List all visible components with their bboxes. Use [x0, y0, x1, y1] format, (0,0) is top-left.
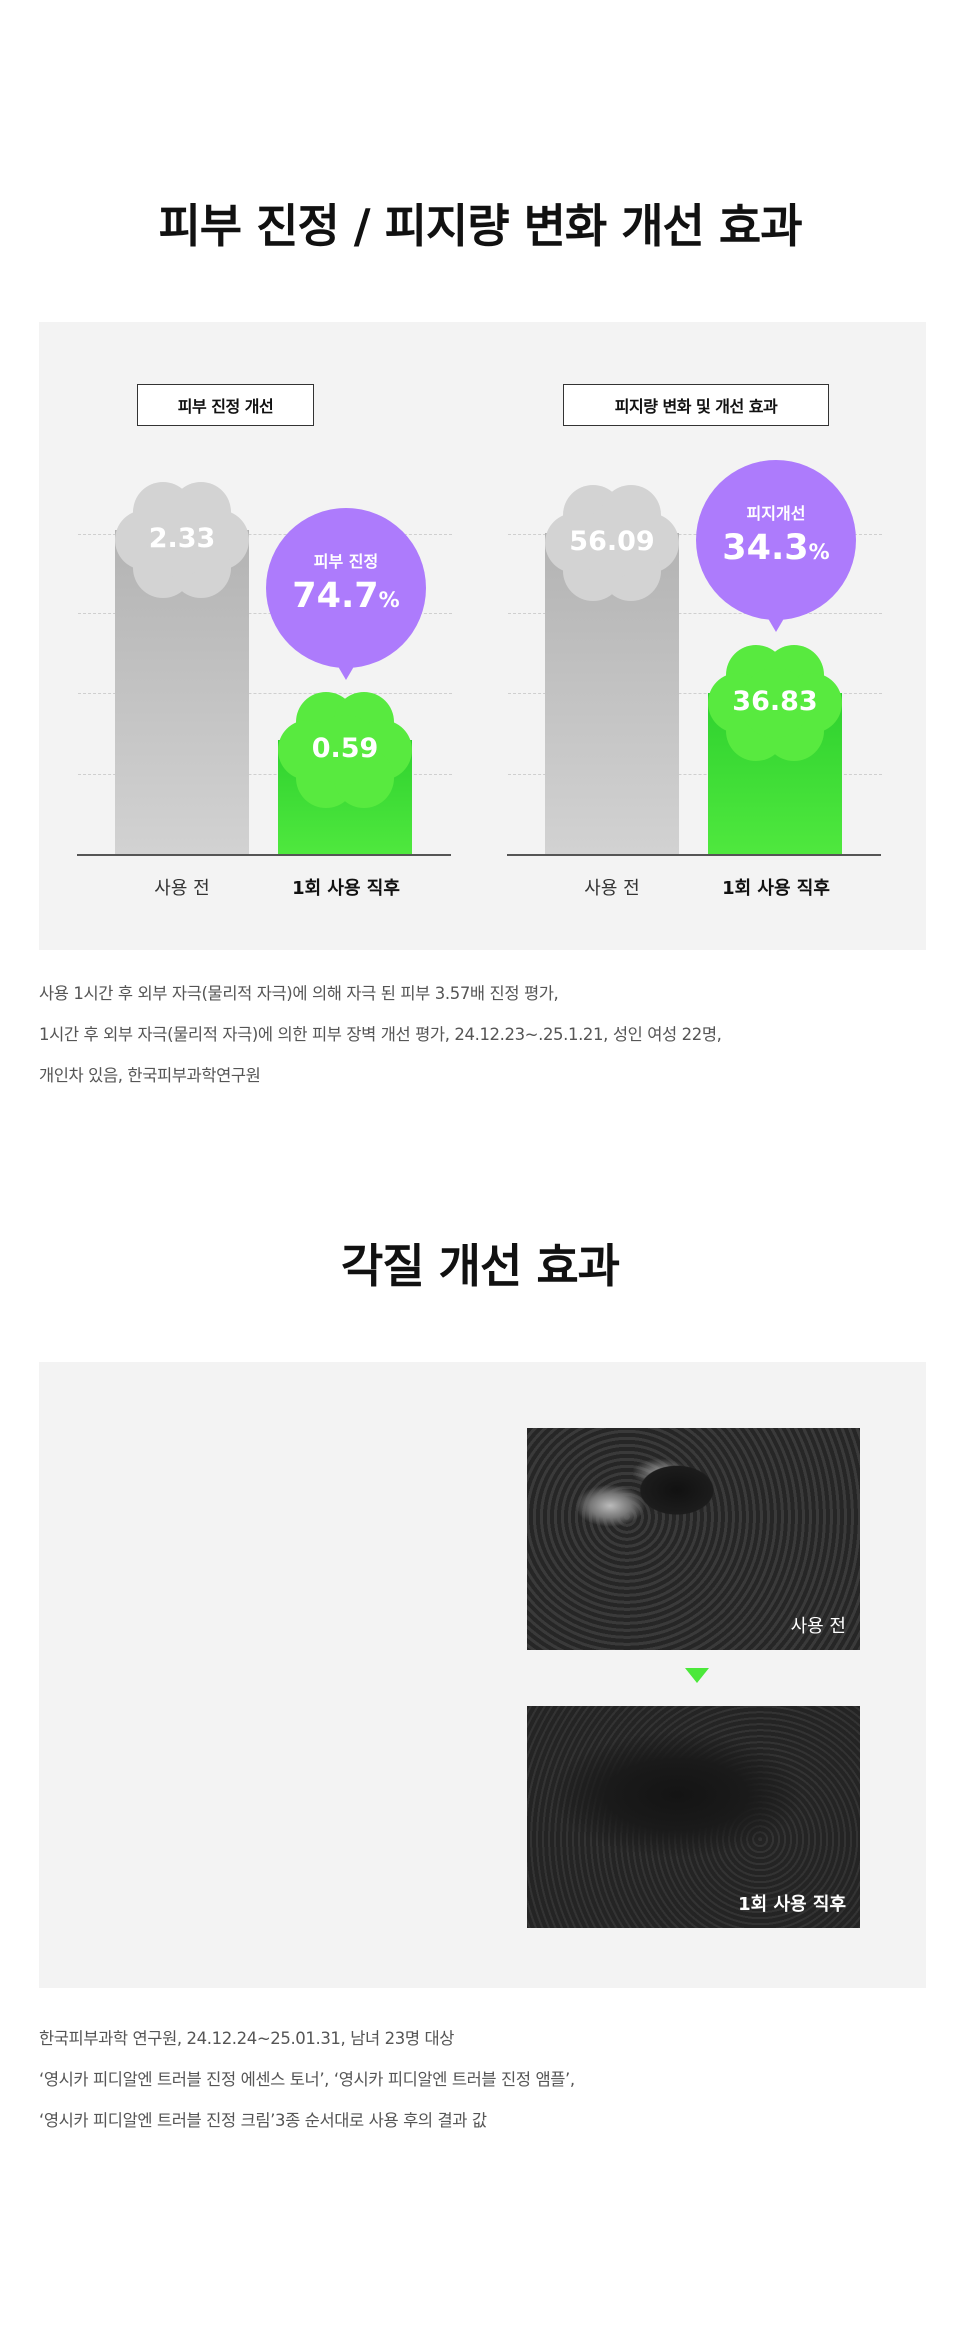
speech-bubble [696, 460, 856, 632]
cloud-after [278, 690, 412, 810]
photo-tag: 사용 전 [790, 1616, 846, 1637]
x-axis [507, 854, 881, 856]
bubble-label: 피지개선 [746, 504, 806, 523]
grid-line [508, 693, 882, 694]
value-before: 2.33 [148, 523, 216, 554]
cloud-before [545, 483, 679, 603]
x-label-before: 사용 전 [584, 878, 640, 899]
value-before: 56.09 [569, 526, 655, 557]
grid-line [78, 613, 452, 614]
grid-line [78, 693, 452, 694]
x-axis [77, 854, 451, 856]
grid-line [508, 774, 882, 775]
value-after: 36.83 [732, 686, 818, 717]
photo-after: 1회 사용 직후 [527, 1706, 860, 1928]
section2-title: 각질 개선 효과 [341, 1239, 620, 1293]
chart-label: 피지량 변화 및 개선 효과 [563, 384, 829, 426]
grid-line [78, 534, 452, 535]
grid-line [508, 534, 882, 535]
note-line: ‘영시카 피디알엔 트러블 진정 크림’3종 순서대로 사용 후의 결과 값 [39, 2111, 487, 2130]
note-line: ‘영시카 피디알엔 트러블 진정 에센스 토너’, ‘영시카 피디알엔 트러블 … [39, 2070, 575, 2089]
grid-line [508, 613, 882, 614]
photo-before: 사용 전 [527, 1428, 860, 1650]
cloud-before [115, 480, 249, 600]
speech-bubble [266, 508, 426, 680]
section1-notes: 사용 1시간 후 외부 자극(물리적 자극)에 의해 자극 된 피부 3.57배… [39, 973, 722, 1096]
note-line: 개인차 있음, 한국피부과학연구원 [39, 1066, 261, 1085]
note-line: 한국피부과학 연구원, 24.12.24~25.01.31, 남녀 23명 대상 [39, 2029, 455, 2048]
value-after: 0.59 [311, 733, 379, 764]
x-label-before: 사용 전 [154, 878, 210, 899]
chart-label: 피부 진정 개선 [137, 384, 314, 426]
grid-line [78, 774, 452, 775]
cloud-after [708, 643, 842, 763]
bubble-label: 피부 진정 [313, 552, 379, 571]
arrow-down-icon [685, 1668, 709, 1683]
x-label-after: 1회 사용 직후 [722, 878, 830, 899]
section1-title: 피부 진정 / 피지량 변화 개선 효과 [158, 199, 802, 253]
photo-tag: 1회 사용 직후 [738, 1894, 846, 1915]
section2-notes: 한국피부과학 연구원, 24.12.24~25.01.31, 남녀 23명 대상… [39, 2018, 575, 2141]
bubble-value: 74.7% [292, 576, 400, 616]
x-label-after: 1회 사용 직후 [292, 878, 400, 899]
note-line: 사용 1시간 후 외부 자극(물리적 자극)에 의해 자극 된 피부 3.57배… [39, 984, 559, 1003]
bubble-value: 34.3% [722, 528, 830, 568]
note-line: 1시간 후 외부 자극(물리적 자극)에 의한 피부 장벽 개선 평가, 24.… [39, 1025, 722, 1044]
